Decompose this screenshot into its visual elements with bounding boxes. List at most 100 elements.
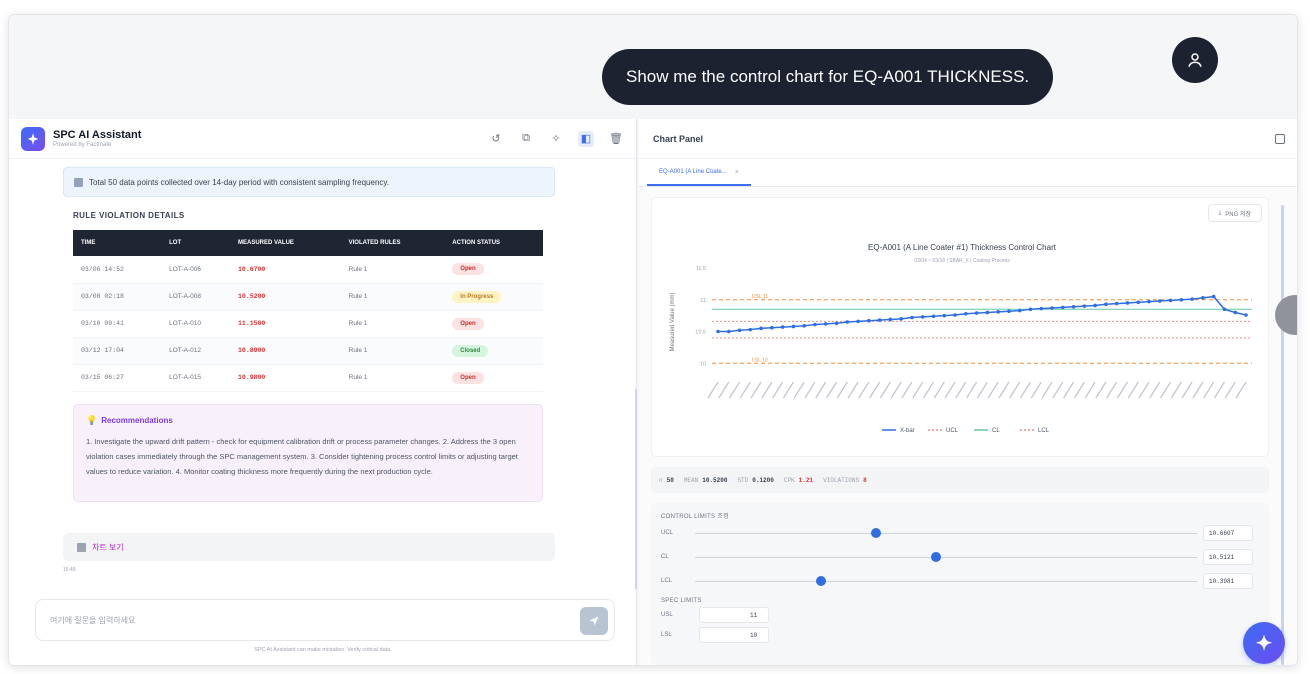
chat-input[interactable]: 여기에 질문을 입력하세요 [35, 599, 615, 641]
data-point [748, 327, 753, 332]
cell-value: 10.9800 [230, 364, 341, 392]
x-tick-mark [912, 381, 924, 399]
cl-slider-track[interactable] [695, 557, 1197, 558]
cell-rule: Rule 1 [340, 337, 445, 365]
lcl-slider-knob[interactable] [815, 576, 826, 586]
panel-resize-handle[interactable] [1275, 295, 1297, 335]
data-point [1136, 300, 1141, 305]
ucl-value-input[interactable]: 10.6607 [1203, 525, 1253, 541]
stats-bar: n 50 MEAN 10.5200 STD 0.1200 CPK 1.21 VIOLAT… [651, 467, 1269, 493]
data-point [1093, 303, 1097, 308]
control-limits-title: CONTROL LIMITS 조정 [661, 514, 729, 520]
usl-label: USL [661, 612, 673, 618]
user-avatar[interactable] [1172, 37, 1218, 83]
x-tick-mark [750, 381, 762, 399]
sparkle-icon: ✦ [1255, 632, 1273, 655]
x-tick-mark [923, 381, 935, 399]
lcl-label: LCL [661, 578, 673, 584]
cell-value: 10.6700 [230, 256, 341, 284]
col-rules: VIOLATED RULES [340, 230, 445, 256]
cell-time: 03/10 09:41 [73, 310, 162, 338]
data-point [1082, 304, 1087, 308]
col-lot: LOT [161, 230, 231, 256]
data-point [1114, 301, 1119, 306]
x-tick-mark [772, 381, 784, 399]
x-tick-mark [944, 381, 956, 399]
x-tick-mark [1181, 381, 1193, 399]
cell-lot: LOT-A-008 [161, 283, 231, 311]
stat-mean-label: MEAN [683, 476, 699, 484]
trash-icon[interactable]: 🗑 [609, 133, 623, 145]
usl-input[interactable]: 11 [699, 607, 769, 623]
data-point [726, 329, 731, 334]
app-logo [21, 126, 45, 151]
cl-value-input[interactable]: 10.5121 [1203, 549, 1253, 565]
close-icon[interactable]: × [734, 168, 739, 176]
x-tick-mark [718, 381, 730, 399]
cell-time: 03/06 14:52 [73, 256, 162, 284]
data-point [996, 310, 1000, 314]
panel-toggle-icon[interactable]: ◧ [578, 130, 594, 147]
send-icon [589, 616, 599, 626]
data-point [920, 315, 925, 319]
send-button[interactable] [580, 607, 608, 635]
data-point [834, 321, 839, 326]
x-tick-mark [1063, 381, 1075, 399]
recommendations-title-text: Recommendations [101, 415, 173, 425]
data-point [1125, 301, 1130, 305]
lcl-value-input[interactable]: 10.3981 [1203, 573, 1253, 589]
table-row: 03/10 09:41 LOT-A-010 11.1500 Rule 1 Ope… [73, 310, 543, 338]
ucl-slider-track[interactable] [695, 533, 1197, 534]
y-tick-label: 11 [700, 298, 706, 304]
x-tick-mark [826, 381, 838, 399]
control-limits-panel: CONTROL LIMITS 조정 UCL 10.6607 CL 10.5121… [651, 503, 1269, 665]
external-link-icon[interactable]: ⧉ [522, 132, 530, 144]
view-chart-label: 차트 보기 [92, 542, 124, 552]
png-save-button[interactable]: ⤓ PNG 저장 [1207, 204, 1262, 222]
sparkle-tool-icon[interactable]: ✧ [551, 133, 561, 145]
data-point [1071, 304, 1076, 309]
recommendations-box: 💡 Recommendations 1. Investigate the upw… [73, 403, 543, 502]
cell-status: Open [444, 364, 543, 392]
data-point [823, 322, 828, 326]
status-badge: Open [452, 371, 484, 384]
data-point [953, 313, 957, 317]
data-point [1007, 309, 1011, 313]
x-tick-mark [739, 381, 751, 399]
chart-panel-scrollbar[interactable] [1281, 205, 1284, 665]
chat-scrollbar[interactable] [635, 389, 637, 589]
lightbulb-icon: 💡 [86, 414, 98, 425]
tab-label: EQ-A001 (A Line Coate... [659, 169, 727, 175]
app-window: Show me the control chart for EQ-A001 TH… [8, 14, 1298, 666]
data-point [1244, 313, 1248, 317]
x-tick-mark [793, 381, 805, 399]
view-chart-button[interactable]: 차트 보기 [63, 533, 555, 561]
x-tick-mark [955, 381, 967, 399]
history-icon[interactable]: ↺ [491, 133, 501, 145]
data-point [1147, 299, 1151, 304]
x-tick-mark [933, 381, 945, 399]
x-tick-mark [1084, 381, 1096, 399]
x-tick-mark [1009, 381, 1021, 399]
tab-eq-a001[interactable]: EQ-A001 (A Line Coate... × [647, 160, 751, 186]
lcl-slider-track[interactable] [695, 581, 1197, 582]
x-tick-mark [858, 381, 870, 399]
chat-input-placeholder: 여기에 질문을 입력하세요 [50, 615, 136, 625]
ucl-slider-knob[interactable] [870, 528, 881, 538]
violations-title: RULE VIOLATION DETAILS [73, 211, 185, 220]
cl-slider-knob[interactable] [930, 552, 941, 562]
data-point [1061, 305, 1065, 310]
x-tick-mark [782, 381, 794, 399]
panel-collapse-icon[interactable] [1275, 133, 1285, 144]
x-tick-mark [1149, 381, 1161, 399]
lsl-input[interactable]: 10 [699, 627, 769, 643]
stat-std-label: STD [737, 476, 749, 484]
chart-panel: Chart Panel EQ-A001 (A Line Coate... × ⤓… [639, 119, 1297, 665]
x-tick-mark [901, 381, 913, 399]
ai-fab-button[interactable]: ✦ [1243, 622, 1285, 664]
cell-value: 11.1500 [230, 310, 341, 338]
cell-time: 03/08 02:18 [73, 283, 162, 311]
y-tick-label: 11.5 [696, 266, 706, 272]
status-badge: Open [452, 317, 484, 330]
x-tick-mark [966, 381, 978, 399]
